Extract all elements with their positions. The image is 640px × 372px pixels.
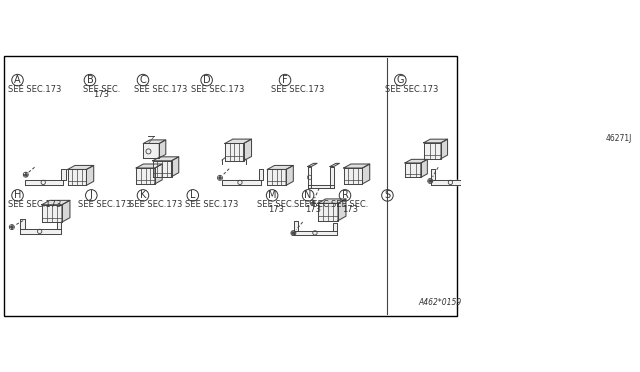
Text: A: A <box>14 75 21 85</box>
Text: SEE SEC.173: SEE SEC.173 <box>8 84 61 93</box>
Text: SEE SEC.173: SEE SEC.173 <box>385 84 438 93</box>
Text: R: R <box>342 190 348 201</box>
Polygon shape <box>424 143 441 158</box>
Text: SEE SEC.173: SEE SEC.173 <box>271 84 324 93</box>
Polygon shape <box>405 159 428 163</box>
Text: 46271J: 46271J <box>605 134 632 143</box>
Text: B: B <box>86 75 93 85</box>
Polygon shape <box>143 144 159 158</box>
Polygon shape <box>318 199 346 203</box>
Polygon shape <box>424 139 447 143</box>
Text: A462*0159: A462*0159 <box>418 298 461 307</box>
Polygon shape <box>155 164 162 184</box>
Text: S: S <box>385 190 390 201</box>
Polygon shape <box>554 140 561 160</box>
Text: SEE SEC.173: SEE SEC.173 <box>129 200 182 209</box>
Text: 173: 173 <box>305 205 321 214</box>
Polygon shape <box>344 164 370 168</box>
Polygon shape <box>222 180 261 185</box>
Polygon shape <box>136 164 162 168</box>
Polygon shape <box>498 140 504 158</box>
Polygon shape <box>608 163 624 177</box>
Polygon shape <box>467 169 485 185</box>
Polygon shape <box>42 205 62 222</box>
Text: SEE SEC.: SEE SEC. <box>83 84 120 93</box>
Text: L: L <box>190 190 196 201</box>
Polygon shape <box>244 139 252 161</box>
Text: SEE SEC.: SEE SEC. <box>331 200 368 209</box>
Polygon shape <box>421 159 428 177</box>
Polygon shape <box>624 159 630 177</box>
Polygon shape <box>143 140 166 144</box>
Polygon shape <box>259 169 263 180</box>
Polygon shape <box>330 167 333 188</box>
Text: 173: 173 <box>342 205 358 214</box>
Polygon shape <box>608 159 630 163</box>
Polygon shape <box>153 161 172 177</box>
Text: K: K <box>140 190 146 201</box>
Text: C: C <box>140 75 147 85</box>
Text: 173: 173 <box>268 205 284 214</box>
Polygon shape <box>627 141 633 160</box>
Polygon shape <box>431 169 435 180</box>
Polygon shape <box>308 163 317 167</box>
Text: N: N <box>305 190 312 201</box>
Polygon shape <box>431 180 467 185</box>
Polygon shape <box>344 168 362 184</box>
Polygon shape <box>68 169 86 185</box>
Polygon shape <box>294 231 337 235</box>
Polygon shape <box>485 166 492 185</box>
Polygon shape <box>172 157 179 177</box>
Text: J: J <box>90 190 93 201</box>
Polygon shape <box>482 140 504 144</box>
Polygon shape <box>25 180 63 185</box>
Polygon shape <box>57 222 61 229</box>
Text: F: F <box>282 75 288 85</box>
Polygon shape <box>441 139 447 158</box>
Polygon shape <box>362 164 370 184</box>
Polygon shape <box>268 169 286 185</box>
Text: SEE SEC.173: SEE SEC.173 <box>79 200 132 209</box>
Text: SEE SEC.173: SEE SEC.173 <box>184 200 238 209</box>
Polygon shape <box>308 185 333 188</box>
Polygon shape <box>330 163 339 167</box>
Polygon shape <box>286 166 293 185</box>
Polygon shape <box>609 144 627 160</box>
Polygon shape <box>86 166 93 185</box>
Text: G: G <box>397 75 404 85</box>
Polygon shape <box>482 144 498 158</box>
Polygon shape <box>159 140 166 158</box>
Polygon shape <box>308 167 311 188</box>
Polygon shape <box>62 201 70 222</box>
Polygon shape <box>467 166 492 169</box>
Text: SEE SEC.173: SEE SEC.173 <box>8 200 61 209</box>
Polygon shape <box>42 201 70 205</box>
Polygon shape <box>225 144 244 161</box>
Polygon shape <box>536 140 561 144</box>
Text: 173: 173 <box>93 90 109 99</box>
Text: SEE SEC.: SEE SEC. <box>257 200 294 209</box>
Polygon shape <box>405 163 421 177</box>
Text: H: H <box>14 190 21 201</box>
Polygon shape <box>153 157 179 161</box>
Text: M: M <box>268 190 276 201</box>
Polygon shape <box>268 166 293 169</box>
Text: D: D <box>203 75 211 85</box>
Polygon shape <box>294 221 298 231</box>
Polygon shape <box>68 166 93 169</box>
Polygon shape <box>333 224 337 231</box>
Text: SEE SEC.173: SEE SEC.173 <box>191 84 244 93</box>
Polygon shape <box>609 141 633 144</box>
Polygon shape <box>20 219 24 229</box>
Text: SEE SEC.173: SEE SEC.173 <box>134 84 187 93</box>
Polygon shape <box>61 169 65 180</box>
Text: SEE SEC.: SEE SEC. <box>294 200 332 209</box>
Polygon shape <box>318 203 338 221</box>
Polygon shape <box>338 199 346 221</box>
Polygon shape <box>536 144 554 160</box>
Polygon shape <box>20 229 61 234</box>
Polygon shape <box>136 168 155 184</box>
Polygon shape <box>225 139 252 144</box>
